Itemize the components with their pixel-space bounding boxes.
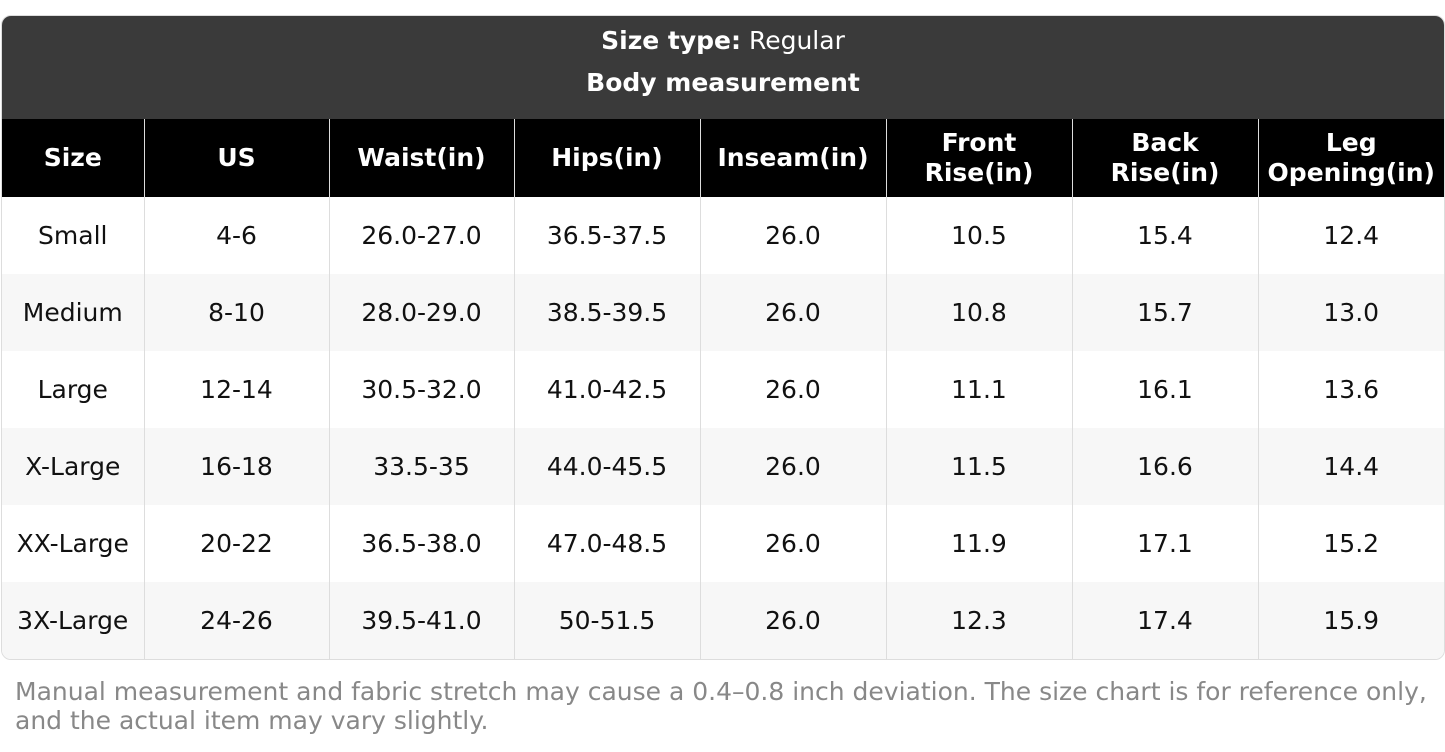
table-cell: 17.1 [1071, 505, 1258, 582]
table-cell: 38.5-39.5 [513, 274, 700, 351]
table-cell: 10.8 [885, 274, 1072, 351]
table-row: Small 4-6 26.0-27.0 36.5-37.5 26.0 10.5 15.4 12… [2, 197, 1444, 274]
column-header: Inseam(in) [699, 119, 886, 197]
table-cell: 11.9 [885, 505, 1072, 582]
header-row: Size US Waist(in) Hips(in) Inseam(in) Front R… [2, 119, 1444, 197]
table-cell: 16.6 [1071, 428, 1258, 505]
table-body: Small 4-6 26.0-27.0 36.5-37.5 26.0 10.5 15.4 12… [2, 197, 1444, 659]
table-cell: 15.7 [1071, 274, 1258, 351]
table-cell: 15.4 [1071, 197, 1258, 274]
table-cell: 47.0-48.5 [513, 505, 700, 582]
column-header: Size [2, 119, 144, 197]
chart-header: Size type: Regular Body measurement [2, 16, 1444, 119]
table-cell: 15.2 [1257, 505, 1444, 582]
footnote: Manual measurement and fabric stretch ma… [15, 677, 1427, 735]
table-cell: 36.5-38.0 [328, 505, 514, 582]
table-cell: 12.3 [885, 582, 1072, 659]
column-header: Leg Opening(in) [1257, 119, 1444, 197]
table-cell: 12.4 [1257, 197, 1444, 274]
table-cell: 20-22 [143, 505, 329, 582]
table-row: X-Large 16-18 33.5-35 44.0-45.5 26.0 11.5 16.6… [2, 428, 1444, 505]
size-table: Size US Waist(in) Hips(in) Inseam(in) Front R… [2, 119, 1444, 659]
table-cell: 13.6 [1257, 351, 1444, 428]
table-cell: 4-6 [143, 197, 329, 274]
table-cell: 26.0 [699, 351, 886, 428]
table-cell: Small [38, 221, 108, 250]
table-cell: 44.0-45.5 [513, 428, 700, 505]
column-header: Back Rise(in) [1071, 119, 1258, 197]
table-row: Large 12-14 30.5-32.0 41.0-42.5 26.0 11.1 16.1… [2, 351, 1444, 428]
table-cell: 41.0-42.5 [513, 351, 700, 428]
table-cell: 17.4 [1071, 582, 1258, 659]
size-type-value: Regular [748, 26, 845, 55]
table-cell: XX-Large [16, 529, 129, 558]
table-cell: 30.5-32.0 [328, 351, 514, 428]
size-chart: Size type: Regular Body measurement Size… [1, 15, 1445, 660]
table-cell: 33.5-35 [328, 428, 514, 505]
size-type: Size type: Regular [2, 16, 1444, 66]
table-cell: 26.0-27.0 [328, 197, 514, 274]
column-header: US [143, 119, 329, 197]
table-cell: 11.5 [885, 428, 1072, 505]
table-cell: 12-14 [143, 351, 329, 428]
table-cell: 26.0 [699, 582, 886, 659]
table-cell: X-Large [2, 428, 144, 505]
table-cell: 39.5-41.0 [328, 582, 514, 659]
table-cell: 11.1 [885, 351, 1072, 428]
column-header: Front Rise(in) [885, 119, 1072, 197]
table-cell: 13.0 [1257, 274, 1444, 351]
table-row: 3X-Large 24-26 39.5-41.0 50-51.5 26.0 12.3 17.… [2, 582, 1444, 659]
column-header: Hips(in) [513, 119, 700, 197]
table-cell: 26.0 [699, 274, 886, 351]
table-cell: 36.5-37.5 [513, 197, 700, 274]
table-cell: 10.5 [885, 197, 1072, 274]
column-header: Waist(in) [328, 119, 514, 197]
table-cell: Large [37, 375, 108, 404]
subtitle: Body measurement [586, 68, 860, 97]
table-cell: 26.0 [699, 428, 886, 505]
table-row: Medium 8-10 28.0-29.0 38.5-39.5 26.0 10.8 15.7… [2, 274, 1444, 351]
table-cell: 16.1 [1071, 351, 1258, 428]
table-cell: 50-51.5 [513, 582, 700, 659]
table-cell: 3X-Large [2, 582, 144, 659]
table-cell: 16-18 [143, 428, 329, 505]
table-cell: 26.0 [699, 197, 886, 274]
table-cell: 28.0-29.0 [328, 274, 514, 351]
table-cell: 14.4 [1257, 428, 1444, 505]
table-cell: 8-10 [143, 274, 329, 351]
table-cell: 15.9 [1257, 582, 1444, 659]
table-cell: 26.0 [699, 505, 886, 582]
table-cell: Medium [2, 274, 144, 351]
table-row: XX-Large 20-22 36.5-38.0 47.0-48.5 26.0 11.9 1… [2, 505, 1444, 582]
size-type-label: Size type: [601, 26, 742, 55]
table-cell: 24-26 [143, 582, 329, 659]
